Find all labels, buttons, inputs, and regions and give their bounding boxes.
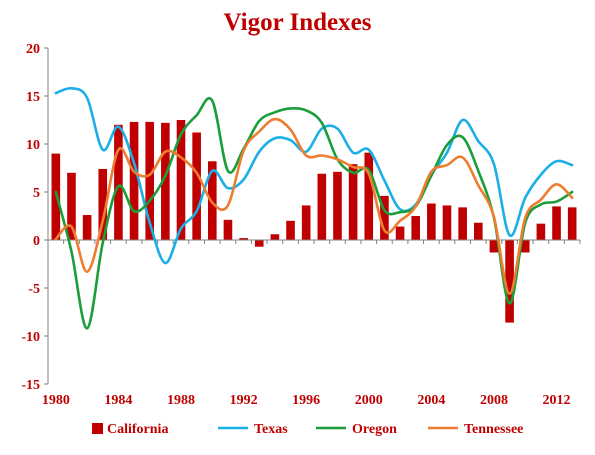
bar-california-1993 <box>254 240 264 247</box>
legend-swatch-california <box>92 423 103 434</box>
bar-california-1989 <box>192 132 201 240</box>
bar-california-1999 <box>348 164 358 240</box>
y-tick-label: 5 <box>33 186 40 201</box>
bar-california-1992 <box>239 238 248 240</box>
bar-california-2002 <box>395 226 405 240</box>
x-tick-label: 1988 <box>167 393 195 408</box>
line-tennessee <box>54 117 574 296</box>
x-tick-label: 1992 <box>230 393 258 408</box>
x-tick-label: 2000 <box>355 393 383 408</box>
bar-california-2011 <box>536 223 546 240</box>
bar-california-2005 <box>442 205 452 240</box>
x-tick-label: 1980 <box>42 393 70 408</box>
bar-california-1988 <box>176 120 186 240</box>
y-tick-label: 20 <box>26 42 40 57</box>
bar-california-2013 <box>567 207 577 240</box>
bar-california-1983 <box>98 168 108 240</box>
y-tick-label: -5 <box>28 282 40 297</box>
bar-california-2012 <box>552 206 561 240</box>
bar-california-2000 <box>364 152 374 240</box>
y-tick-label: 15 <box>26 90 40 105</box>
x-tick-label: 1984 <box>104 393 132 408</box>
bar-california-2009 <box>505 240 514 323</box>
bars-layer <box>51 120 577 323</box>
bar-california-2010 <box>520 240 530 253</box>
legend-label-texas: Texas <box>254 422 288 437</box>
x-tick-label: 2004 <box>417 393 445 408</box>
x-tick-label: 2008 <box>480 393 508 408</box>
bar-california-1984 <box>114 124 123 240</box>
bar-california-2008 <box>489 240 499 253</box>
y-tick-label: 0 <box>33 234 40 249</box>
bar-california-1987 <box>161 122 170 240</box>
y-tick-label: -15 <box>21 378 40 393</box>
legend-label-california: California <box>107 422 168 437</box>
bar-california-1998 <box>333 171 342 240</box>
bar-california-2004 <box>427 203 436 240</box>
bar-california-1995 <box>286 220 295 240</box>
axes-layer <box>44 47 581 385</box>
legend-label-tennessee: Tennessee <box>464 422 523 437</box>
lines-layer <box>54 86 574 330</box>
y-tick-label: 10 <box>26 138 40 153</box>
bar-california-1996 <box>301 205 311 240</box>
legend-label-oregon: Oregon <box>352 422 397 437</box>
bar-california-1981 <box>67 172 76 240</box>
x-tick-label: 1996 <box>292 393 320 408</box>
bar-california-2007 <box>473 222 483 240</box>
bar-california-1985 <box>129 121 139 240</box>
x-tick-label: 2012 <box>543 393 571 408</box>
bar-california-2001 <box>380 195 389 240</box>
bar-california-1982 <box>82 215 92 240</box>
y-tick-label: -10 <box>21 330 40 345</box>
bar-california-1997 <box>317 173 327 240</box>
line-texas <box>54 86 574 265</box>
bar-california-2003 <box>411 216 421 240</box>
bar-california-1994 <box>270 234 280 240</box>
bar-california-1986 <box>145 121 155 240</box>
chart-title: Vigor Indexes <box>224 9 372 36</box>
legend: California Texas Oregon Tennessee <box>92 422 523 437</box>
bar-california-2006 <box>458 207 467 240</box>
bar-california-1991 <box>223 219 233 240</box>
